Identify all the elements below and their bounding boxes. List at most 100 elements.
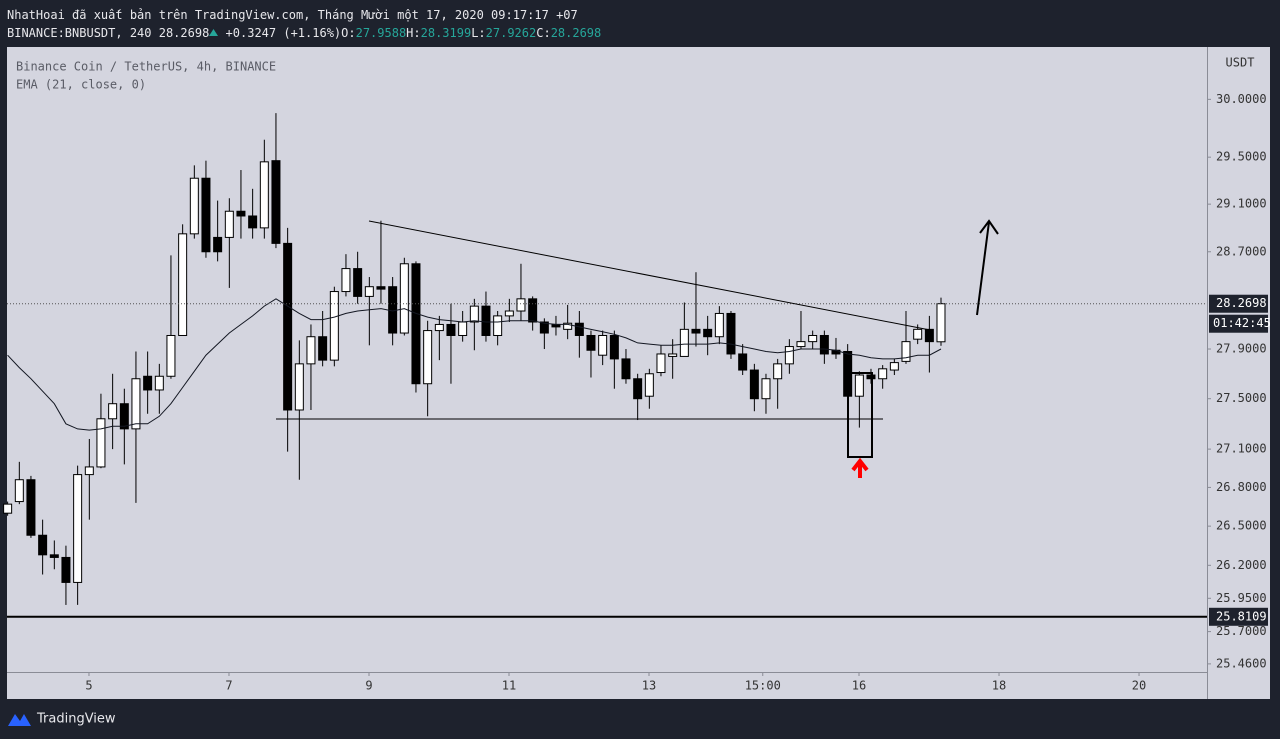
candle-body <box>621 358 631 380</box>
last-price-box <box>1209 294 1268 313</box>
candle-body <box>878 368 888 380</box>
candle-body <box>434 323 444 332</box>
ohlc-label: L: <box>471 26 486 40</box>
candle-body <box>458 321 468 336</box>
candle-body <box>341 268 351 293</box>
candle-body <box>318 336 328 361</box>
candle-body <box>889 362 899 371</box>
price-line-label: 25.8109 <box>1216 609 1267 623</box>
candle-body <box>761 378 771 400</box>
x-tick-label: 16 <box>852 679 866 693</box>
legend-ema: EMA (21, close, 0) <box>16 78 146 92</box>
candle-body <box>423 330 433 385</box>
candle-body <box>539 321 549 334</box>
y-tick-label: 25.9500 <box>1216 591 1267 605</box>
candle-body <box>306 336 316 365</box>
y-tick-label: 27.1000 <box>1216 442 1267 456</box>
candle-body <box>854 374 864 397</box>
candle-body <box>143 375 153 391</box>
candle-body <box>668 353 678 357</box>
up-arrow <box>976 219 999 316</box>
candle-body <box>26 479 36 536</box>
candle-body <box>656 353 666 374</box>
candle-body <box>714 312 724 338</box>
ohlc: O:27.9588H:28.3199L:27.9262C:28.2698 <box>341 26 601 40</box>
candle-body <box>248 215 258 229</box>
axis-unit: USDT <box>1226 56 1255 70</box>
legend-title: Binance Coin / TetherUS, 4h, BINANCE <box>16 60 276 74</box>
candle-body <box>644 373 654 397</box>
candle-body <box>213 236 223 253</box>
y-tick-label: 28.7000 <box>1216 244 1267 258</box>
candle-body <box>399 263 409 334</box>
candle-body <box>131 378 141 430</box>
candle-body <box>73 474 83 583</box>
y-tick-label: 29.1000 <box>1216 197 1267 211</box>
ohlc-label: H: <box>406 26 421 40</box>
candle-body <box>691 328 701 334</box>
candle-body <box>376 286 386 290</box>
candle-body <box>563 322 573 330</box>
candle-body <box>108 403 118 420</box>
drawings <box>276 219 999 478</box>
candle-body <box>388 286 398 334</box>
y-tick-label: 25.7000 <box>1216 624 1267 638</box>
candle-body <box>936 303 946 343</box>
price-line-box <box>1209 607 1268 626</box>
candle-body <box>633 378 643 400</box>
candle-body <box>189 177 199 235</box>
red-arrow <box>851 457 869 478</box>
y-tick-label: 26.8000 <box>1216 480 1267 494</box>
x-tick-label: 9 <box>365 679 372 693</box>
candle-body <box>61 556 71 583</box>
candle-body <box>796 341 806 348</box>
x-tick-label: 20 <box>1132 679 1146 693</box>
candle-body <box>901 341 911 362</box>
candle-body <box>913 328 923 340</box>
candle-body <box>516 298 526 312</box>
candle-body <box>119 403 129 430</box>
candle-body <box>598 334 608 356</box>
candle-body <box>924 328 934 343</box>
candle-body <box>749 369 759 400</box>
candle-body <box>178 233 188 336</box>
candle-body <box>259 161 269 229</box>
ohlc-value: 27.9262 <box>485 26 537 40</box>
tradingview-logo: TradingView <box>8 712 116 727</box>
candle-body <box>679 328 689 357</box>
candle-body <box>773 363 783 380</box>
symbol: BINANCE:BNBUSDT, 240 <box>7 26 152 40</box>
candle-body <box>38 534 48 556</box>
ohlc-value: 28.3199 <box>420 26 472 40</box>
change: +0.3247 (+1.16%) <box>225 26 342 40</box>
x-tick-label: 7 <box>225 679 232 693</box>
y-tick-label: 29.5000 <box>1216 150 1267 164</box>
candle-body <box>481 305 491 336</box>
candle-body <box>96 418 106 468</box>
y-tick-label: 26.2000 <box>1216 558 1267 572</box>
trend-line <box>368 220 931 331</box>
x-tick-label: 15:00 <box>745 679 781 693</box>
up-icon <box>209 29 219 36</box>
candle-body <box>271 160 281 244</box>
candle-body <box>586 334 596 351</box>
candle-body <box>353 268 363 297</box>
x-tick-label: 18 <box>992 679 1006 693</box>
highlight-box <box>847 372 873 458</box>
x-tick-label: 11 <box>502 679 516 693</box>
candle-body <box>866 374 876 380</box>
candle-body <box>224 210 234 238</box>
y-tick-label: 26.5000 <box>1216 519 1267 533</box>
candle-body <box>784 346 794 365</box>
candle-body <box>49 554 59 558</box>
publish-line: NhatHoai đã xuất bản trên TradingView.co… <box>7 8 578 22</box>
quote-line: BINANCE:BNBUSDT, 240 28.2698 +0.3247 (+1… <box>7 24 601 42</box>
ohlc-value: 28.2698 <box>550 26 602 40</box>
candle-body <box>528 298 538 323</box>
marks <box>3 113 1207 618</box>
candle-body <box>493 315 503 336</box>
candle-body <box>504 310 514 317</box>
candle-body <box>154 375 164 391</box>
candle-body <box>411 263 421 385</box>
